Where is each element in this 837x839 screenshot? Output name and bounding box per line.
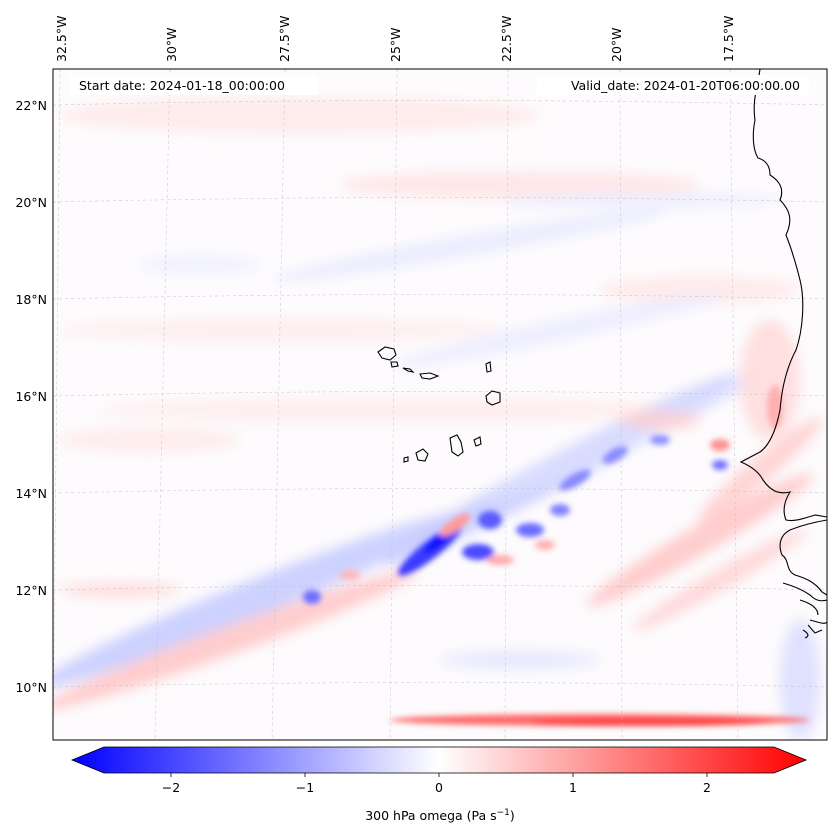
latitude-labels: 22°N 20°N 18°N 16°N 14°N 12°N 10°N: [15, 98, 47, 695]
lat-label: 14°N: [15, 486, 47, 501]
lat-label: 22°N: [15, 98, 47, 113]
lon-label: 32.5°W: [54, 16, 69, 62]
colorbar-tick-label: −2: [162, 780, 180, 795]
island-sao-nicolau: [402, 367, 415, 373]
start-date-text: Start date: 2024-01-18_00:00:00: [79, 78, 285, 93]
africa-coastline: [739, 69, 827, 596]
colorbar-tick-label: −1: [296, 780, 314, 795]
lon-label: 30°W: [164, 27, 179, 62]
island-santa-luzia: [419, 372, 440, 380]
lon-label: 20°W: [609, 27, 624, 62]
island-sal: [485, 361, 492, 373]
colorbar-label: 300 hPa omega (Pa s−1): [365, 808, 515, 823]
island-fogo: [415, 448, 429, 462]
island-santo-antao: [377, 346, 397, 361]
lat-label: 16°N: [15, 389, 47, 404]
island-brava: [403, 456, 409, 463]
island-santiago: [449, 434, 464, 457]
island-boa-vista: [485, 390, 501, 406]
lon-label: 27.5°W: [277, 16, 292, 62]
valid-date-box: [537, 75, 809, 95]
omega-field: [53, 97, 822, 740]
lat-label: 12°N: [15, 583, 47, 598]
island-sao-vicente: [390, 361, 399, 368]
start-date-box: [70, 75, 318, 95]
coastline-guinea-islands: [799, 599, 827, 639]
map-frame: [52, 68, 828, 741]
island-maio: [473, 436, 482, 447]
colorbar-ticks: −2 −1 0 1 2: [162, 773, 711, 795]
longitude-labels: 32.5°W 30°W 27.5°W 25°W 22.5°W 20°W 17.5…: [54, 16, 736, 62]
colorbar-label-close: ): [510, 808, 515, 823]
graticule: [53, 69, 827, 740]
lat-label: 20°N: [15, 195, 47, 210]
valid-date-text: Valid_date: 2024-01-20T06:00:00.00: [571, 78, 800, 93]
colorbar-tick-label: 1: [569, 780, 577, 795]
coastline: [377, 69, 827, 639]
colorbar-label-main: 300 hPa omega (Pa s: [365, 808, 496, 823]
colorbar-bar: [70, 746, 808, 774]
colorbar: −2 −1 0 1 2 300 hPa omega (Pa s−1): [70, 746, 808, 823]
omega-strong-cells: [303, 385, 810, 726]
colorbar-tick-label: 2: [703, 780, 711, 795]
colorbar-label-exponent: −1: [497, 808, 510, 818]
colorbar-tick-label: 0: [435, 780, 443, 795]
map-panel: Start date: 2024-01-18_00:00:00 Valid_da…: [53, 69, 827, 740]
coastline-bissau: [782, 582, 827, 602]
lon-label: 22.5°W: [499, 16, 514, 62]
lat-label: 18°N: [15, 292, 47, 307]
lat-label: 10°N: [15, 680, 47, 695]
lon-label: 25°W: [388, 27, 403, 62]
lon-label: 17.5°W: [721, 16, 736, 62]
